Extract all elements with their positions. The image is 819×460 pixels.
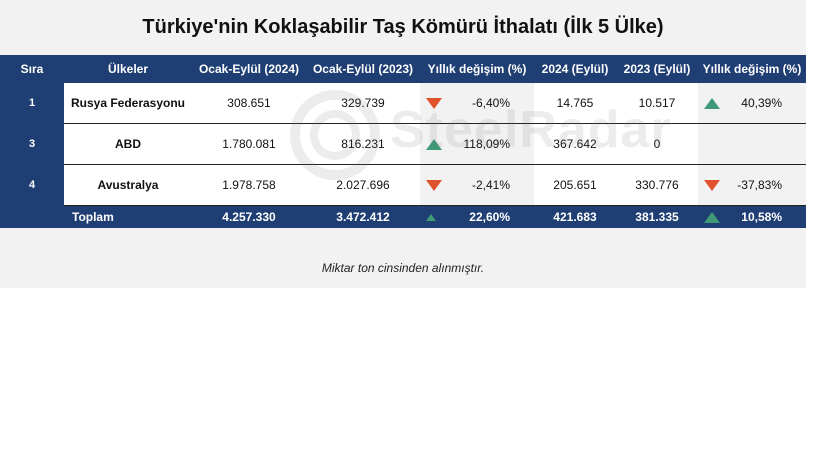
- sep-2023-cell: 0: [616, 123, 698, 165]
- header-row: Sıra Ülkeler Ocak-Eylül (2024) Ocak-Eylü…: [0, 55, 806, 83]
- trend-down-icon: [704, 179, 720, 191]
- ytd-2024-cell: 1.780.081: [192, 123, 306, 165]
- rank-cell: 3: [0, 123, 64, 165]
- total-label: Toplam: [64, 205, 192, 228]
- table-row: 1 Rusya Federasyonu 308.651 329.739 -6,4…: [0, 83, 806, 124]
- page-title: Türkiye'nin Koklaşabilir Taş Kömürü İtha…: [142, 16, 664, 38]
- ytd-change-cell: -2,41%: [420, 164, 534, 206]
- ytd-change-cell: -6,40%: [420, 83, 534, 124]
- ytd-change-value: -6,40%: [471, 96, 510, 110]
- total-row: Toplam 4.257.330 3.472.412 22,60% 421.68…: [0, 205, 806, 228]
- total-ytd-2023: 3.472.412: [306, 205, 420, 228]
- ytd-2023-cell: 2.027.696: [306, 164, 420, 206]
- trend-up-icon: [704, 211, 720, 223]
- total-ytd-change-cell: 22,60%: [420, 205, 534, 228]
- header-sep-2024: 2024 (Eylül): [534, 55, 616, 83]
- trend-up-icon: [426, 213, 436, 221]
- total-sep-2024: 421.683: [534, 205, 616, 228]
- total-sep-change-cell: 10,58%: [698, 205, 806, 228]
- header-country: Ülkeler: [64, 55, 192, 83]
- total-sep-2023: 381.335: [616, 205, 698, 228]
- sep-change-cell: 40,39%: [698, 83, 806, 124]
- table-row: 3 ABD 1.780.081 816.231 118,09% 367.642 …: [0, 123, 806, 165]
- sep-change-value: 40,39%: [741, 96, 782, 110]
- table-row: 4 Avustralya 1.978.758 2.027.696 -2,41% …: [0, 164, 806, 206]
- ytd-2024-cell: 1.978.758: [192, 164, 306, 206]
- ytd-change-value: -2,41%: [471, 178, 510, 192]
- total-ytd-change: 22,60%: [469, 210, 510, 224]
- ytd-2023-cell: 816.231: [306, 123, 420, 165]
- trend-down-icon: [426, 97, 442, 109]
- ytd-change-value: 118,09%: [463, 137, 510, 151]
- country-cell: Avustralya: [64, 164, 192, 206]
- trend-down-icon: [426, 179, 442, 191]
- sep-2024-cell: 367.642: [534, 123, 616, 165]
- unit-note: Miktar ton cinsinden alınmıştır.: [321, 261, 485, 275]
- sep-2024-cell: 205.651: [534, 164, 616, 206]
- country-cell: ABD: [64, 123, 192, 165]
- sep-2024-cell: 14.765: [534, 83, 616, 124]
- header-sep-2023: 2023 (Eylül): [616, 55, 698, 83]
- sep-2023-cell: 10.517: [616, 83, 698, 124]
- import-table: Sıra Ülkeler Ocak-Eylül (2024) Ocak-Eylü…: [0, 55, 806, 228]
- rank-cell: 1: [0, 83, 64, 124]
- sep-change-value: -37,83%: [737, 178, 782, 192]
- sep-change-cell: -37,83%: [698, 164, 806, 206]
- header-rank: Sıra: [0, 55, 64, 83]
- header-sep-change: Yıllık değişim (%): [698, 55, 806, 83]
- ytd-change-cell: 118,09%: [420, 123, 534, 165]
- rank-cell: 4: [0, 164, 64, 206]
- total-ytd-2024: 4.257.330: [192, 205, 306, 228]
- sep-change-cell: [698, 123, 806, 165]
- sep-2023-cell: 330.776: [616, 164, 698, 206]
- ytd-2024-cell: 308.651: [192, 83, 306, 124]
- ytd-2023-cell: 329.739: [306, 83, 420, 124]
- trend-up-icon: [426, 138, 442, 150]
- header-ytd-2023: Ocak-Eylül (2023): [306, 55, 420, 83]
- total-rank-cell: [0, 205, 64, 228]
- header-ytd-2024: Ocak-Eylül (2024): [192, 55, 306, 83]
- trend-up-icon: [704, 97, 720, 109]
- header-ytd-change: Yıllık değişim (%): [420, 55, 534, 83]
- total-sep-change: 10,58%: [741, 210, 782, 224]
- country-cell: Rusya Federasyonu: [64, 83, 192, 124]
